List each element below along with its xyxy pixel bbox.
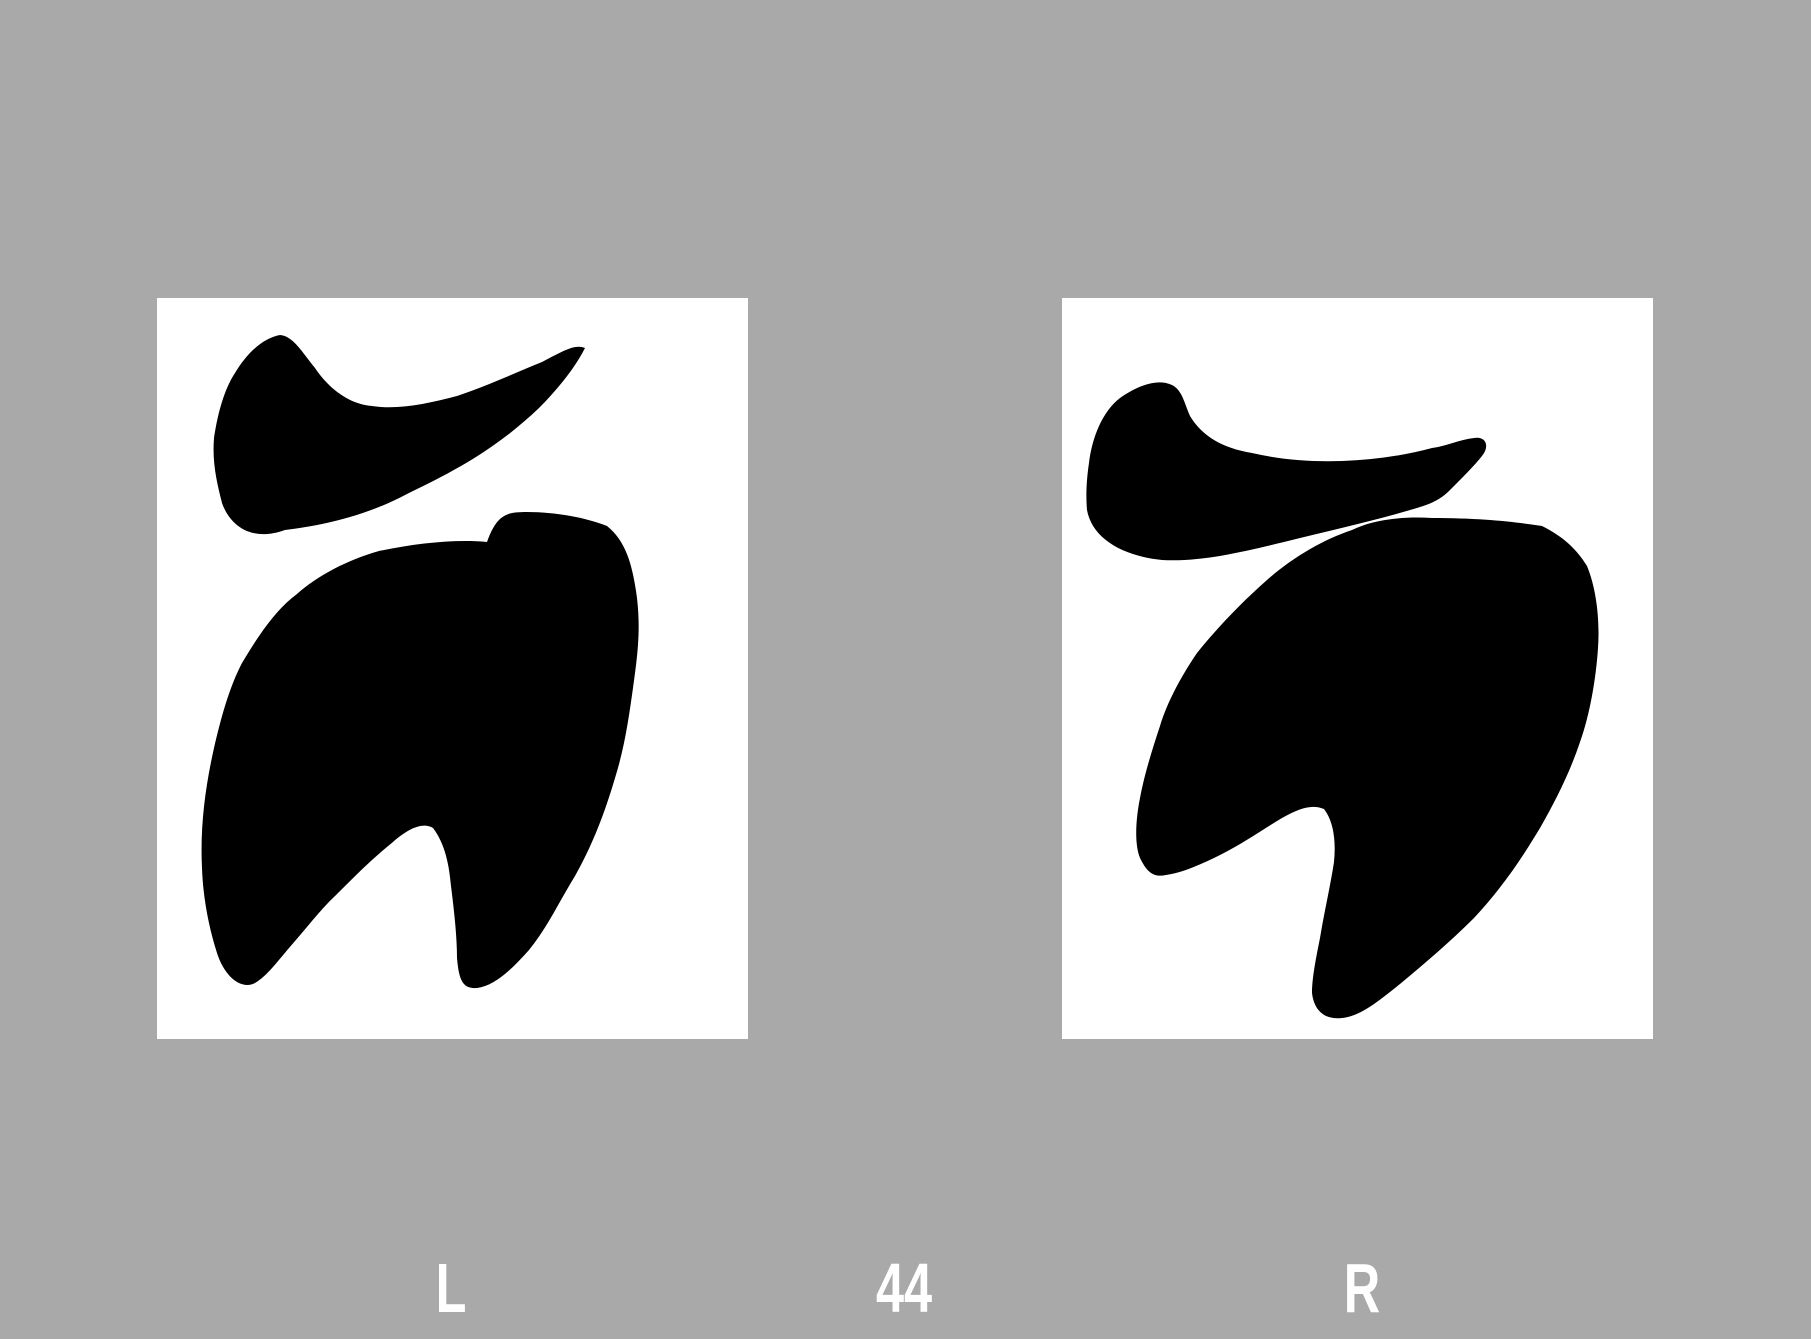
left-lower-blob (201, 512, 639, 989)
left-shape-figure (201, 335, 639, 989)
trial-number: 44 (875, 1249, 933, 1327)
right-shape-figure (1086, 382, 1599, 1019)
left-upper-blob (213, 335, 585, 535)
left-label: L (435, 1249, 467, 1327)
right-label: R (1343, 1249, 1381, 1327)
left-stimulus-panel (157, 298, 748, 1039)
right-upper-blob (1086, 382, 1487, 561)
right-lower-blob (1136, 517, 1599, 1019)
right-stimulus-panel (1062, 298, 1653, 1039)
